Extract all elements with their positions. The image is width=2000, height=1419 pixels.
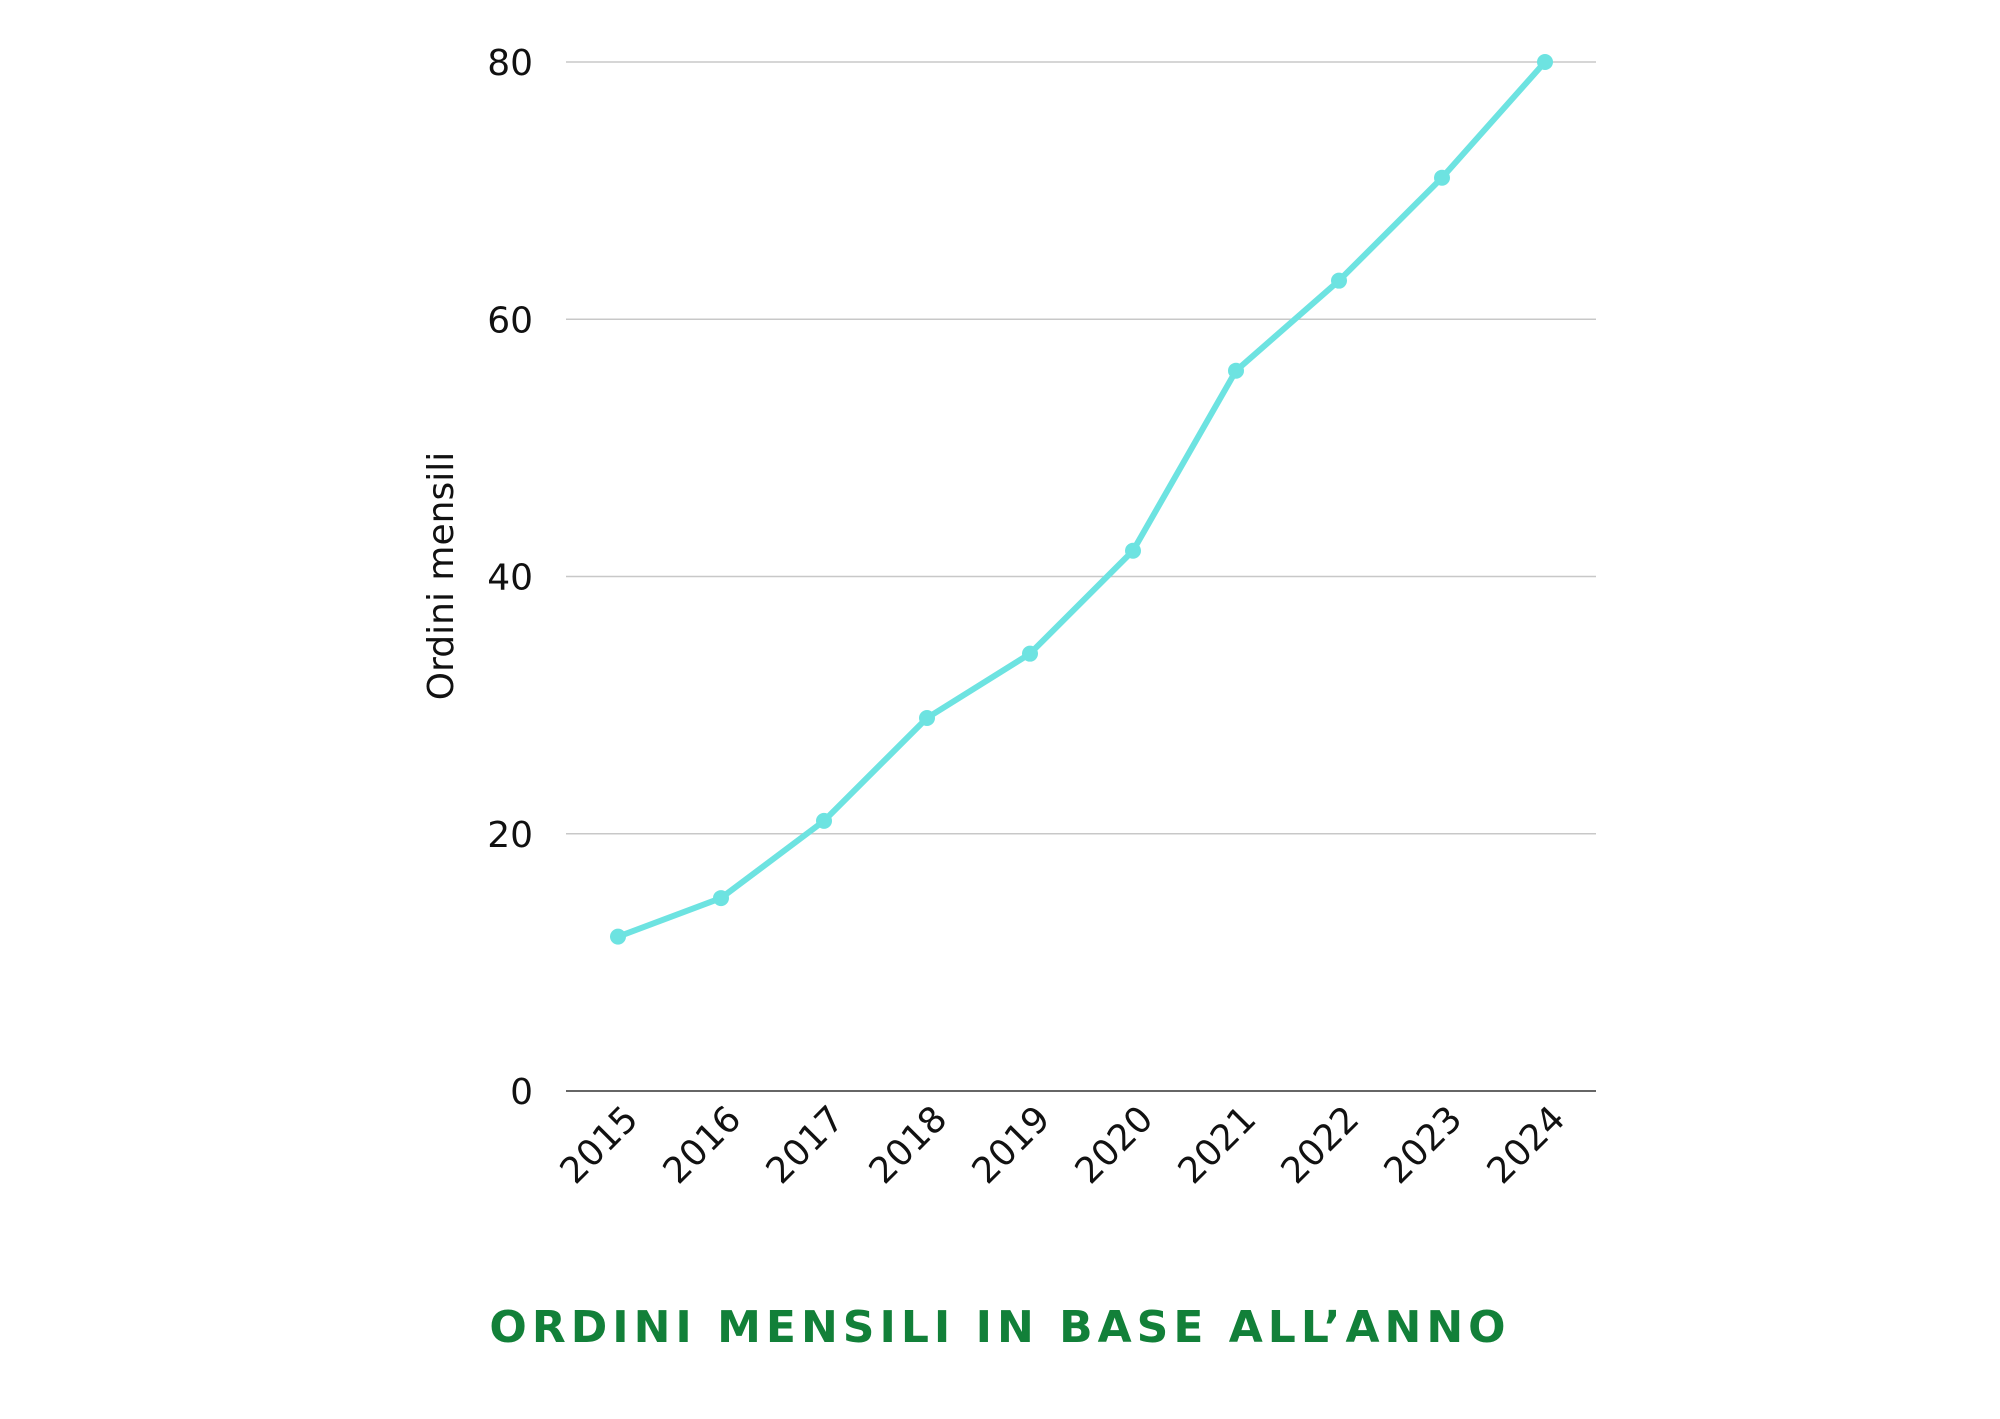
grid-lines (566, 61, 1596, 1092)
y-tick-labels: 0 20 40 60 80 (487, 43, 533, 1113)
data-point (1228, 362, 1244, 379)
data-point (1537, 54, 1553, 70)
x-tick-label: 2016 (656, 1098, 750, 1192)
y-tick-label: 20 (487, 815, 533, 856)
x-tick-label: 2018 (862, 1098, 956, 1192)
series-line (615, 59, 1548, 940)
y-tick-label: 80 (487, 43, 533, 84)
x-tick-labels: 2015 2016 2017 2018 2019 2020 2021 2022 2023 2024 (553, 1098, 1574, 1192)
y-tick-label: 0 (510, 1072, 533, 1113)
x-tick-label: 2024 (1480, 1098, 1574, 1192)
x-tick-label: 2019 (965, 1098, 1059, 1192)
x-tick-label: 2021 (1171, 1098, 1265, 1192)
x-tick-label: 2017 (759, 1098, 853, 1192)
chart-title: ORDINI MENSILI IN BASE ALL’ANNO (489, 1302, 1511, 1353)
data-point (1022, 645, 1038, 662)
data-point (713, 890, 729, 907)
series-layer (610, 54, 1553, 945)
x-tick-label: 2020 (1068, 1098, 1162, 1192)
data-point (919, 709, 935, 726)
y-tick-label: 60 (487, 300, 533, 341)
data-point (816, 812, 832, 829)
data-point (1125, 542, 1141, 559)
x-tick-label: 2023 (1377, 1098, 1471, 1192)
data-point (610, 928, 626, 945)
data-point (1331, 272, 1347, 289)
data-point (1434, 169, 1450, 186)
y-axis-label: Ordini mensili (421, 452, 462, 700)
x-tick-label: 2015 (553, 1098, 647, 1192)
x-tick-label: 2022 (1274, 1098, 1368, 1192)
y-tick-label: 40 (487, 558, 533, 599)
